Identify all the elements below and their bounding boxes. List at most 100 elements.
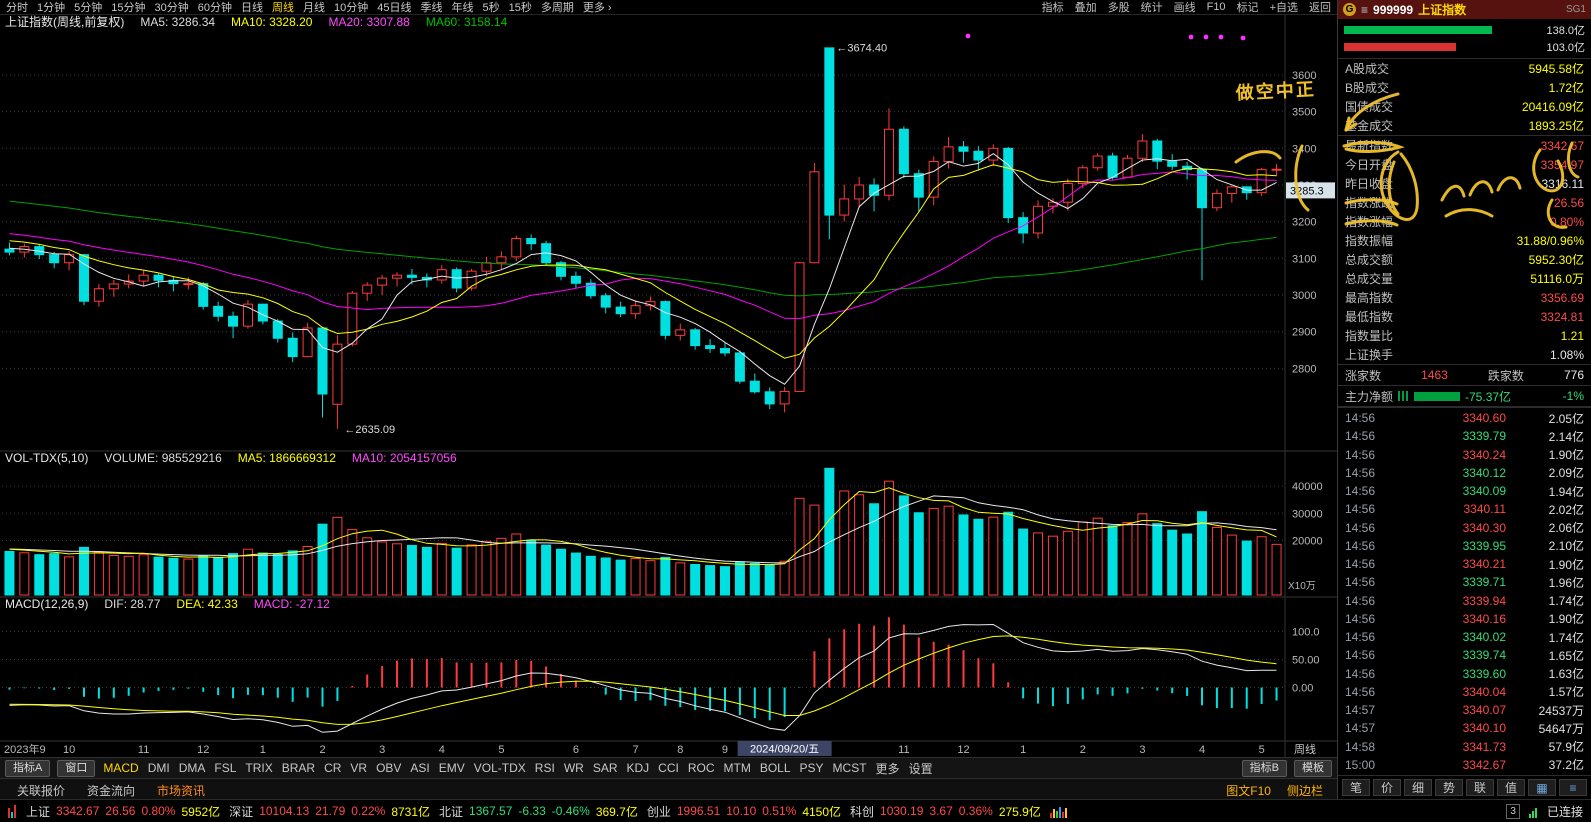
tick-row[interactable]: 14:56 3340.30 2.06亿: [1338, 519, 1591, 537]
indicator-item[interactable]: WR: [563, 761, 584, 775]
logo-badge[interactable]: G: [1343, 3, 1356, 16]
period-item[interactable]: 15分钟: [111, 2, 146, 14]
period-item[interactable]: 5秒: [482, 2, 500, 14]
indicator-item[interactable]: DMI: [147, 761, 170, 775]
period-item[interactable]: 更多 ›: [582, 2, 612, 14]
subtab-item[interactable]: 资金流向: [87, 784, 136, 798]
toolbar-item[interactable]: +自选: [1269, 2, 1298, 14]
indicator-item[interactable]: MTM: [723, 761, 751, 775]
indicator-item[interactable]: TRIX: [245, 761, 273, 775]
toolbar-item[interactable]: 多股: [1107, 2, 1130, 14]
tick-row[interactable]: 14:56 3339.60 1.63亿: [1338, 665, 1591, 683]
tick-row[interactable]: 14:56 3340.11 2.02亿: [1338, 500, 1591, 518]
indicator-item[interactable]: OBV: [376, 761, 402, 775]
notification-badge[interactable]: 3: [1506, 803, 1520, 819]
period-item[interactable]: 5分钟: [74, 2, 103, 14]
indicator-item[interactable]: ROC: [687, 761, 715, 775]
period-item[interactable]: 周线: [272, 2, 294, 14]
indicator-item[interactable]: 更多: [875, 761, 900, 776]
subtab-right-item[interactable]: 图文F10: [1226, 784, 1271, 798]
tick-row[interactable]: 14:56 3339.71 1.96亿: [1338, 573, 1591, 591]
period-item[interactable]: 分时: [6, 2, 28, 14]
panel-tab[interactable]: 细: [1404, 779, 1432, 796]
indicator-item[interactable]: EMV: [438, 761, 465, 775]
index-quote[interactable]: 上证 3342.67 26.56 0.80% 5952亿: [26, 803, 220, 820]
tick-row[interactable]: 14:57 3340.07 24537万: [1338, 701, 1591, 719]
tick-row[interactable]: 14:56 3339.94 1.74亿: [1338, 592, 1591, 610]
indicator-item[interactable]: VR: [350, 761, 368, 775]
menu-icon[interactable]: ≡: [1361, 2, 1369, 17]
indicator-group-button[interactable]: 指标B: [1241, 759, 1287, 777]
period-item[interactable]: 季线: [420, 2, 443, 14]
period-item[interactable]: 45日线: [377, 2, 412, 14]
tick-row[interactable]: 14:56 3340.21 1.90亿: [1338, 555, 1591, 573]
period-item[interactable]: 多周期: [540, 2, 574, 14]
tick-row[interactable]: 14:57 3340.10 54647万: [1338, 719, 1591, 737]
panel-tab[interactable]: 联: [1466, 779, 1494, 796]
indicator-group-button[interactable]: 模板: [1294, 759, 1332, 777]
period-item[interactable]: 月线: [303, 2, 325, 14]
indicator-item[interactable]: BRAR: [281, 761, 316, 775]
tick-row[interactable]: 14:56 3339.79 2.14亿: [1338, 427, 1591, 445]
panel-tab[interactable]: 势: [1435, 779, 1463, 796]
toolbar-item[interactable]: 返回: [1309, 2, 1331, 14]
tick-row[interactable]: 14:56 3340.04 1.57亿: [1338, 683, 1591, 701]
index-quote[interactable]: 创业 1996.51 10.10 0.51% 4150亿: [647, 803, 841, 820]
period-item[interactable]: 15秒: [508, 2, 532, 14]
index-quote[interactable]: 科创 1030.19 3.67 0.36% 275.9亿: [850, 803, 1041, 820]
indicator-item[interactable]: 设置: [908, 761, 933, 776]
indicator-item[interactable]: VOL-TDX: [473, 761, 526, 775]
indicator-item[interactable]: PSY: [799, 761, 824, 775]
indicator-item[interactable]: SAR: [592, 761, 618, 775]
tick-row[interactable]: 14:56 3340.02 1.74亿: [1338, 628, 1591, 646]
tick-row[interactable]: 14:56 3340.60 2.05亿: [1338, 409, 1591, 427]
candlestick-chart[interactable]: 2800290030003100320033003400350036002000…: [0, 15, 1337, 757]
indicator-item[interactable]: MACD: [103, 761, 139, 775]
index-quote[interactable]: 深证 10104.13 21.79 0.22% 8731亿: [229, 803, 430, 820]
indicator-group-button[interactable]: 窗口: [57, 759, 96, 777]
indicator-item[interactable]: CR: [324, 761, 342, 775]
toolbar-item[interactable]: 叠加: [1074, 2, 1097, 14]
menu-icon[interactable]: ≡: [1559, 779, 1587, 796]
panel-tab[interactable]: 笔: [1342, 779, 1370, 796]
period-item[interactable]: 60分钟: [197, 2, 232, 14]
tick-row[interactable]: 14:56 3339.74 1.65亿: [1338, 646, 1591, 664]
period-item[interactable]: 10分钟: [334, 2, 369, 14]
panel-tab[interactable]: 值: [1497, 779, 1525, 796]
indicator-item[interactable]: RSI: [534, 761, 555, 775]
subtab-item[interactable]: 市场资讯: [157, 784, 206, 798]
period-item[interactable]: 30分钟: [154, 2, 189, 14]
index-quote[interactable]: 北证 1367.57 -6.33 -0.46% 369.7亿: [439, 803, 638, 820]
toolbar-item[interactable]: F10: [1206, 1, 1226, 13]
period-item[interactable]: 1分钟: [37, 2, 66, 14]
period-item[interactable]: 日线: [241, 2, 263, 14]
indicator-item[interactable]: DMA: [178, 761, 206, 775]
tick-row[interactable]: 14:56 3339.95 2.10亿: [1338, 537, 1591, 555]
svg-text:1: 1: [1020, 744, 1026, 756]
chart-area: 2800290030003100320033003400350036002000…: [0, 15, 1337, 757]
grid-icon[interactable]: ▦: [1528, 779, 1556, 796]
period-item[interactable]: 年线: [451, 2, 474, 14]
panel-tab[interactable]: 价: [1373, 779, 1401, 796]
tick-row[interactable]: 15:00 3342.67 37.2亿: [1338, 756, 1591, 774]
index-change: 26.56: [105, 804, 136, 818]
toolbar-item[interactable]: 标记: [1236, 2, 1259, 14]
indicator-item[interactable]: ASI: [410, 761, 430, 775]
toolbar-item[interactable]: 统计: [1140, 2, 1163, 14]
stat-row: 最低指数 3324.81: [1338, 307, 1591, 326]
indicator-item[interactable]: BOLL: [759, 761, 791, 775]
indicator-item[interactable]: CCI: [658, 761, 679, 775]
subtab-item[interactable]: 关联报价: [17, 784, 66, 798]
indicator-item[interactable]: FSL: [214, 761, 237, 775]
indicator-item[interactable]: KDJ: [626, 761, 650, 775]
tick-row[interactable]: 14:56 3340.09 1.94亿: [1338, 482, 1591, 500]
tick-row[interactable]: 14:56 3340.16 1.90亿: [1338, 610, 1591, 628]
indicator-item[interactable]: MCST: [832, 761, 867, 775]
toolbar-item[interactable]: 画线: [1173, 2, 1196, 14]
tick-row[interactable]: 14:58 3341.73 57.9亿: [1338, 738, 1591, 756]
tick-row[interactable]: 14:56 3340.24 1.90亿: [1338, 446, 1591, 464]
tick-row[interactable]: 14:56 3340.12 2.09亿: [1338, 464, 1591, 482]
indicator-group-button[interactable]: 指标A: [5, 759, 51, 777]
toolbar-item[interactable]: 指标: [1041, 2, 1064, 14]
subtab-right-item[interactable]: 侧边栏: [1286, 784, 1323, 798]
